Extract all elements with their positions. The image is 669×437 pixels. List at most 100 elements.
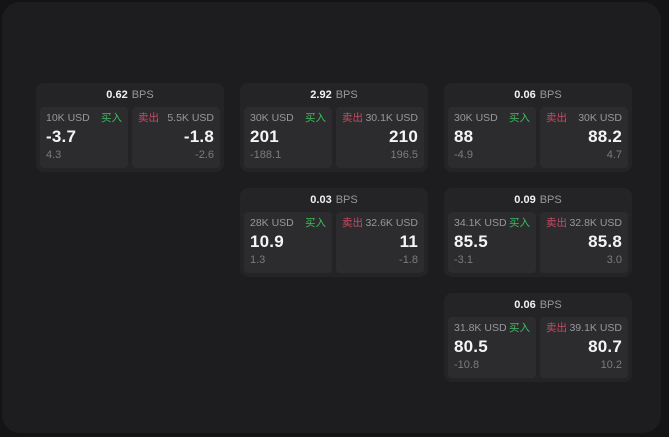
sell-price: 210: [389, 127, 418, 146]
buy-tile-header: 30K USD 买入: [454, 112, 530, 125]
bps-unit-label: BPS: [131, 89, 154, 101]
sell-sub-value: -1.8: [399, 254, 418, 266]
buy-tile[interactable]: 28K USD 买入 10.9 1.3: [244, 212, 332, 273]
bps-value: 0.03: [310, 194, 332, 206]
sell-tile-header: 卖出 30.1K USD: [342, 112, 418, 125]
card-body: 31.8K USD 买入 80.5 -10.8 卖出 39.1K USD 80.…: [444, 317, 632, 378]
buy-label: 买入: [509, 217, 530, 229]
sell-label: 卖出: [342, 112, 363, 124]
sell-amount: 5.5K USD: [167, 112, 214, 124]
quote-card: 0.62 BPS 10K USD 买入 -3.7 4.3 卖出 5.5K USD…: [36, 83, 224, 172]
sell-label: 卖出: [546, 217, 567, 229]
sell-amount: 32.8K USD: [569, 217, 622, 229]
quote-card: 0.06 BPS 31.8K USD 买入 80.5 -10.8 卖出 39.1…: [444, 293, 632, 382]
sell-price: 11: [399, 232, 418, 251]
buy-price: -3.7: [46, 127, 77, 146]
bps-header: 2.92 BPS: [240, 83, 428, 107]
sell-label: 卖出: [138, 112, 159, 124]
buy-sub-value: 1.3: [250, 254, 266, 266]
buy-tile-header: 30K USD 买入: [250, 112, 326, 125]
bps-value: 0.06: [514, 299, 536, 311]
buy-sub-value: 4.3: [46, 149, 62, 161]
sell-sub-value: 196.5: [390, 149, 418, 161]
bps-unit-label: BPS: [539, 89, 562, 101]
card-body: 30K USD 买入 88 -4.9 卖出 30K USD 88.2 4.7: [444, 107, 632, 168]
bps-unit-label: BPS: [335, 194, 358, 206]
buy-label: 买入: [305, 217, 326, 229]
sell-tile-header: 卖出 30K USD: [546, 112, 622, 125]
buy-sub-value: -4.9: [454, 149, 473, 161]
buy-tile[interactable]: 10K USD 买入 -3.7 4.3: [40, 107, 128, 168]
card-body: 34.1K USD 买入 85.5 -3.1 卖出 32.8K USD 85.8…: [444, 212, 632, 273]
bps-unit-label: BPS: [539, 194, 562, 206]
sell-sub-value: 3.0: [606, 254, 622, 266]
buy-price: 85.5: [454, 232, 488, 251]
buy-sub-value: -3.1: [454, 254, 473, 266]
sell-price: -1.8: [183, 127, 214, 146]
buy-amount: 30K USD: [250, 112, 294, 124]
bps-header: 0.03 BPS: [240, 188, 428, 212]
buy-sub-value: -10.8: [454, 359, 480, 371]
sell-tile[interactable]: 卖出 30K USD 88.2 4.7: [540, 107, 628, 168]
bps-value: 0.09: [514, 194, 536, 206]
app-panel: 0.62 BPS 10K USD 买入 -3.7 4.3 卖出 5.5K USD…: [2, 2, 661, 433]
sell-label: 卖出: [342, 217, 363, 229]
quote-card: 2.92 BPS 30K USD 买入 201 -188.1 卖出 30.1K …: [240, 83, 428, 172]
sell-sub-value: 4.7: [606, 149, 622, 161]
buy-tile-header: 28K USD 买入: [250, 217, 326, 230]
buy-label: 买入: [305, 112, 326, 124]
buy-amount: 30K USD: [454, 112, 498, 124]
bps-header: 0.06 BPS: [444, 293, 632, 317]
sell-amount: 39.1K USD: [569, 322, 622, 334]
sell-tile[interactable]: 卖出 39.1K USD 80.7 10.2: [540, 317, 628, 378]
sell-amount: 32.6K USD: [365, 217, 418, 229]
buy-amount: 10K USD: [46, 112, 90, 124]
buy-amount: 34.1K USD: [454, 217, 507, 229]
sell-price: 88.2: [588, 127, 622, 146]
sell-price: 80.7: [588, 337, 622, 356]
sell-price: 85.8: [588, 232, 622, 251]
card-body: 30K USD 买入 201 -188.1 卖出 30.1K USD 210 1…: [240, 107, 428, 168]
buy-label: 买入: [509, 322, 530, 334]
sell-tile-header: 卖出 32.6K USD: [342, 217, 418, 230]
buy-label: 买入: [101, 112, 122, 124]
buy-price: 201: [250, 127, 279, 146]
bps-header: 0.09 BPS: [444, 188, 632, 212]
sell-label: 卖出: [546, 112, 567, 124]
buy-amount: 28K USD: [250, 217, 294, 229]
bps-value: 2.92: [310, 89, 332, 101]
sell-tile[interactable]: 卖出 30.1K USD 210 196.5: [336, 107, 424, 168]
buy-tile-header: 34.1K USD 买入: [454, 217, 530, 230]
quote-card: 0.03 BPS 28K USD 买入 10.9 1.3 卖出 32.6K US…: [240, 188, 428, 277]
sell-tile-header: 卖出 39.1K USD: [546, 322, 622, 335]
bps-value: 0.62: [106, 89, 128, 101]
bps-value: 0.06: [514, 89, 536, 101]
sell-tile[interactable]: 卖出 5.5K USD -1.8 -2.6: [132, 107, 220, 168]
sell-sub-value: 10.2: [600, 359, 622, 371]
buy-tile-header: 31.8K USD 买入: [454, 322, 530, 335]
bps-header: 0.06 BPS: [444, 83, 632, 107]
sell-tile-header: 卖出 5.5K USD: [138, 112, 214, 125]
buy-tile[interactable]: 34.1K USD 买入 85.5 -3.1: [448, 212, 536, 273]
sell-tile-header: 卖出 32.8K USD: [546, 217, 622, 230]
sell-amount: 30.1K USD: [365, 112, 418, 124]
bps-unit-label: BPS: [335, 89, 358, 101]
quote-card: 0.06 BPS 30K USD 买入 88 -4.9 卖出 30K USD 8…: [444, 83, 632, 172]
buy-amount: 31.8K USD: [454, 322, 507, 334]
card-body: 10K USD 买入 -3.7 4.3 卖出 5.5K USD -1.8 -2.…: [36, 107, 224, 168]
buy-tile[interactable]: 31.8K USD 买入 80.5 -10.8: [448, 317, 536, 378]
buy-price: 88: [454, 127, 474, 146]
bps-header: 0.62 BPS: [36, 83, 224, 107]
sell-tile[interactable]: 卖出 32.8K USD 85.8 3.0: [540, 212, 628, 273]
sell-tile[interactable]: 卖出 32.6K USD 11 -1.8: [336, 212, 424, 273]
buy-tile[interactable]: 30K USD 买入 88 -4.9: [448, 107, 536, 168]
sell-sub-value: -2.6: [195, 149, 214, 161]
buy-price: 80.5: [454, 337, 488, 356]
buy-tile[interactable]: 30K USD 买入 201 -188.1: [244, 107, 332, 168]
buy-sub-value: -188.1: [250, 149, 282, 161]
sell-amount: 30K USD: [578, 112, 622, 124]
card-body: 28K USD 买入 10.9 1.3 卖出 32.6K USD 11 -1.8: [240, 212, 428, 273]
buy-label: 买入: [509, 112, 530, 124]
sell-label: 卖出: [546, 322, 567, 334]
bps-unit-label: BPS: [539, 299, 562, 311]
